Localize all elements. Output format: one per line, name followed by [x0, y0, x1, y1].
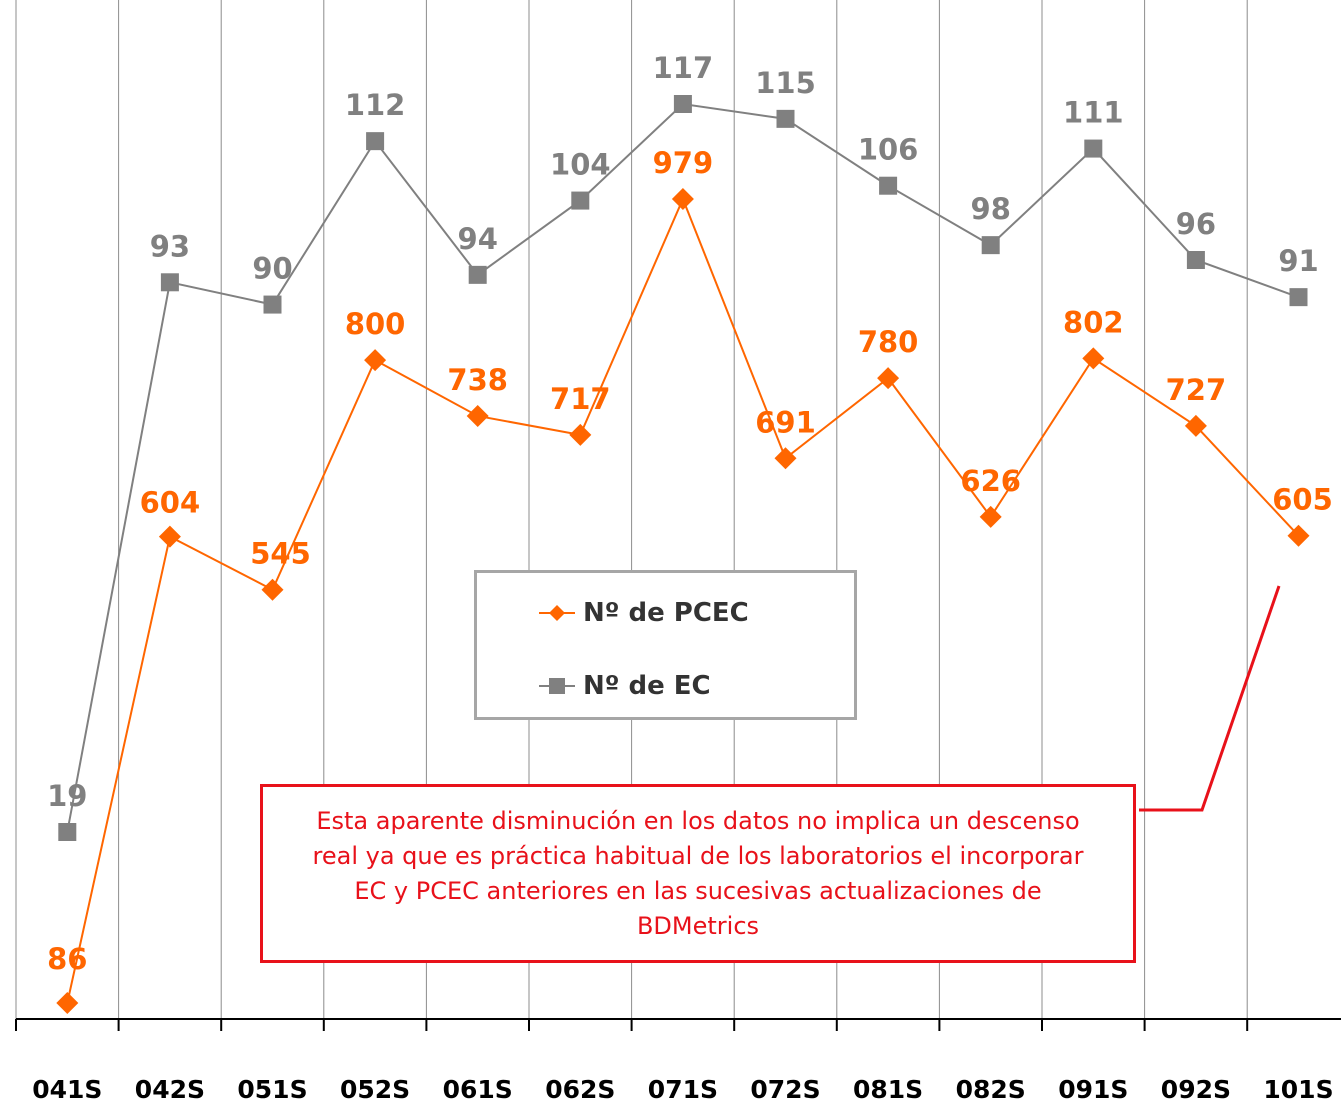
legend-label-ec: Nº de EC [583, 671, 711, 701]
data-point-marker [981, 236, 1000, 255]
data-label: 115 [755, 66, 816, 100]
data-label: 545 [250, 537, 311, 571]
x-tick-label: 081S [853, 1075, 923, 1104]
x-tick-label: 071S [648, 1075, 718, 1104]
data-label: 96 [1176, 207, 1216, 241]
data-label: 112 [345, 88, 406, 122]
data-label: 979 [653, 146, 714, 180]
data-point-marker [366, 132, 385, 151]
data-label: 86 [47, 942, 87, 976]
data-label: 111 [1063, 96, 1124, 130]
data-point-marker [1186, 251, 1205, 269]
data-point-marker [263, 295, 282, 314]
x-tick-label: 051S [237, 1075, 307, 1104]
data-point-marker [1287, 524, 1310, 547]
x-tick-label: 061S [443, 1075, 513, 1104]
data-point-marker [671, 188, 694, 210]
annotation-box: Esta aparente disminución en los datos n… [260, 784, 1136, 963]
data-point-marker [158, 525, 181, 548]
data-point-marker [468, 265, 487, 284]
legend-item-pcec: Nº de PCEC [537, 593, 749, 633]
legend-label-pcec: Nº de PCEC [583, 598, 749, 628]
x-tick-label: 041S [32, 1075, 102, 1104]
x-tick-label: 062S [545, 1075, 615, 1104]
data-label: 780 [858, 325, 919, 359]
data-label: 90 [252, 252, 292, 286]
data-point-marker [569, 423, 592, 446]
series-group [56, 95, 1310, 1014]
data-point-marker [466, 404, 489, 427]
data-point-marker [673, 95, 692, 113]
x-tick-labels: 041S 042S 051S 052S 061S 062S 071S 072S 081S 082S… [32, 1075, 1333, 1104]
data-point-marker [877, 367, 900, 390]
data-label: 98 [971, 192, 1011, 226]
data-point-marker [261, 578, 284, 601]
data-label: 104 [550, 148, 611, 182]
data-point-marker [1084, 139, 1103, 158]
data-label: 19 [47, 779, 87, 813]
x-tick-label: 042S [135, 1075, 205, 1104]
data-label: 727 [1166, 373, 1227, 407]
x-tick-label: 091S [1058, 1075, 1128, 1104]
data-point-marker [56, 992, 79, 1014]
annotation-text: Esta aparente disminución en los datos n… [312, 806, 1084, 940]
data-point-marker [160, 273, 179, 292]
x-axis [15, 1018, 1341, 1031]
data-point-marker [1082, 347, 1105, 370]
data-point-marker [774, 447, 797, 470]
diamond-marker-icon [539, 605, 575, 621]
data-label: 117 [653, 51, 714, 85]
data-label: 802 [1063, 305, 1124, 339]
annotation-connector [1139, 585, 1281, 812]
legend-item-ec: Nº de EC [537, 666, 711, 706]
data-labels: 86 604 545 800 738 717 979 691 780 626 802 727 605 19… [47, 51, 1333, 976]
data-label: 738 [447, 363, 508, 397]
data-point-marker [879, 176, 898, 195]
series-line [66, 102, 1299, 833]
square-marker-icon [539, 678, 575, 694]
data-label: 691 [755, 405, 816, 439]
data-label: 94 [458, 222, 498, 256]
data-label: 106 [858, 133, 919, 167]
data-label: 604 [140, 486, 201, 520]
data-point-marker [58, 823, 77, 841]
x-tick-label: 072S [750, 1075, 820, 1104]
annotation-pointer [1139, 585, 1281, 812]
data-point-marker [1184, 414, 1207, 437]
legend: Nº de PCEC Nº de EC [474, 570, 857, 720]
x-tick-label: 092S [1161, 1075, 1231, 1104]
data-label: 605 [1272, 483, 1333, 517]
data-label: 626 [960, 464, 1021, 498]
data-label: 800 [345, 307, 406, 341]
data-point-marker [364, 349, 387, 372]
x-tick-label: 101S [1263, 1075, 1333, 1104]
x-tick-label: 052S [340, 1075, 410, 1104]
data-point-marker [776, 109, 795, 128]
data-point-marker [1289, 288, 1308, 307]
data-point-marker [571, 191, 590, 210]
data-label: 91 [1278, 244, 1318, 278]
data-label: 93 [150, 229, 190, 263]
data-point-marker [979, 505, 1002, 528]
data-label: 717 [550, 382, 611, 416]
x-tick-label: 082S [956, 1075, 1026, 1104]
